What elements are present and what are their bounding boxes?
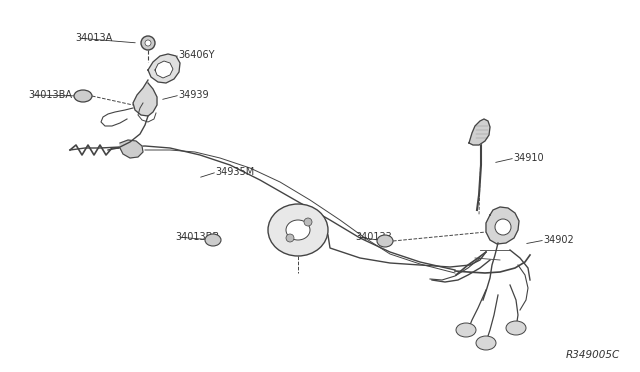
Text: 34013BA: 34013BA	[28, 90, 72, 100]
Text: 36406Y: 36406Y	[178, 50, 214, 60]
Ellipse shape	[476, 336, 496, 350]
Polygon shape	[469, 119, 490, 145]
Circle shape	[495, 219, 511, 235]
Text: 34902: 34902	[543, 235, 573, 245]
Text: 34935M: 34935M	[215, 167, 254, 177]
Circle shape	[304, 218, 312, 226]
Circle shape	[145, 40, 151, 46]
Ellipse shape	[377, 235, 393, 247]
Text: 34013A: 34013A	[75, 33, 112, 43]
Ellipse shape	[74, 90, 92, 102]
Circle shape	[286, 234, 294, 242]
Ellipse shape	[286, 220, 310, 240]
Polygon shape	[486, 207, 519, 244]
Text: 34910: 34910	[513, 153, 543, 163]
Text: 34013BB: 34013BB	[175, 232, 219, 242]
Ellipse shape	[506, 321, 526, 335]
Ellipse shape	[456, 323, 476, 337]
Polygon shape	[148, 54, 180, 83]
Text: R349005C: R349005C	[566, 350, 620, 360]
Text: 34939: 34939	[178, 90, 209, 100]
Polygon shape	[155, 61, 173, 78]
Polygon shape	[133, 80, 157, 116]
Ellipse shape	[205, 234, 221, 246]
Ellipse shape	[268, 204, 328, 256]
Text: 340133: 340133	[355, 232, 392, 242]
Circle shape	[141, 36, 155, 50]
Polygon shape	[120, 140, 143, 158]
